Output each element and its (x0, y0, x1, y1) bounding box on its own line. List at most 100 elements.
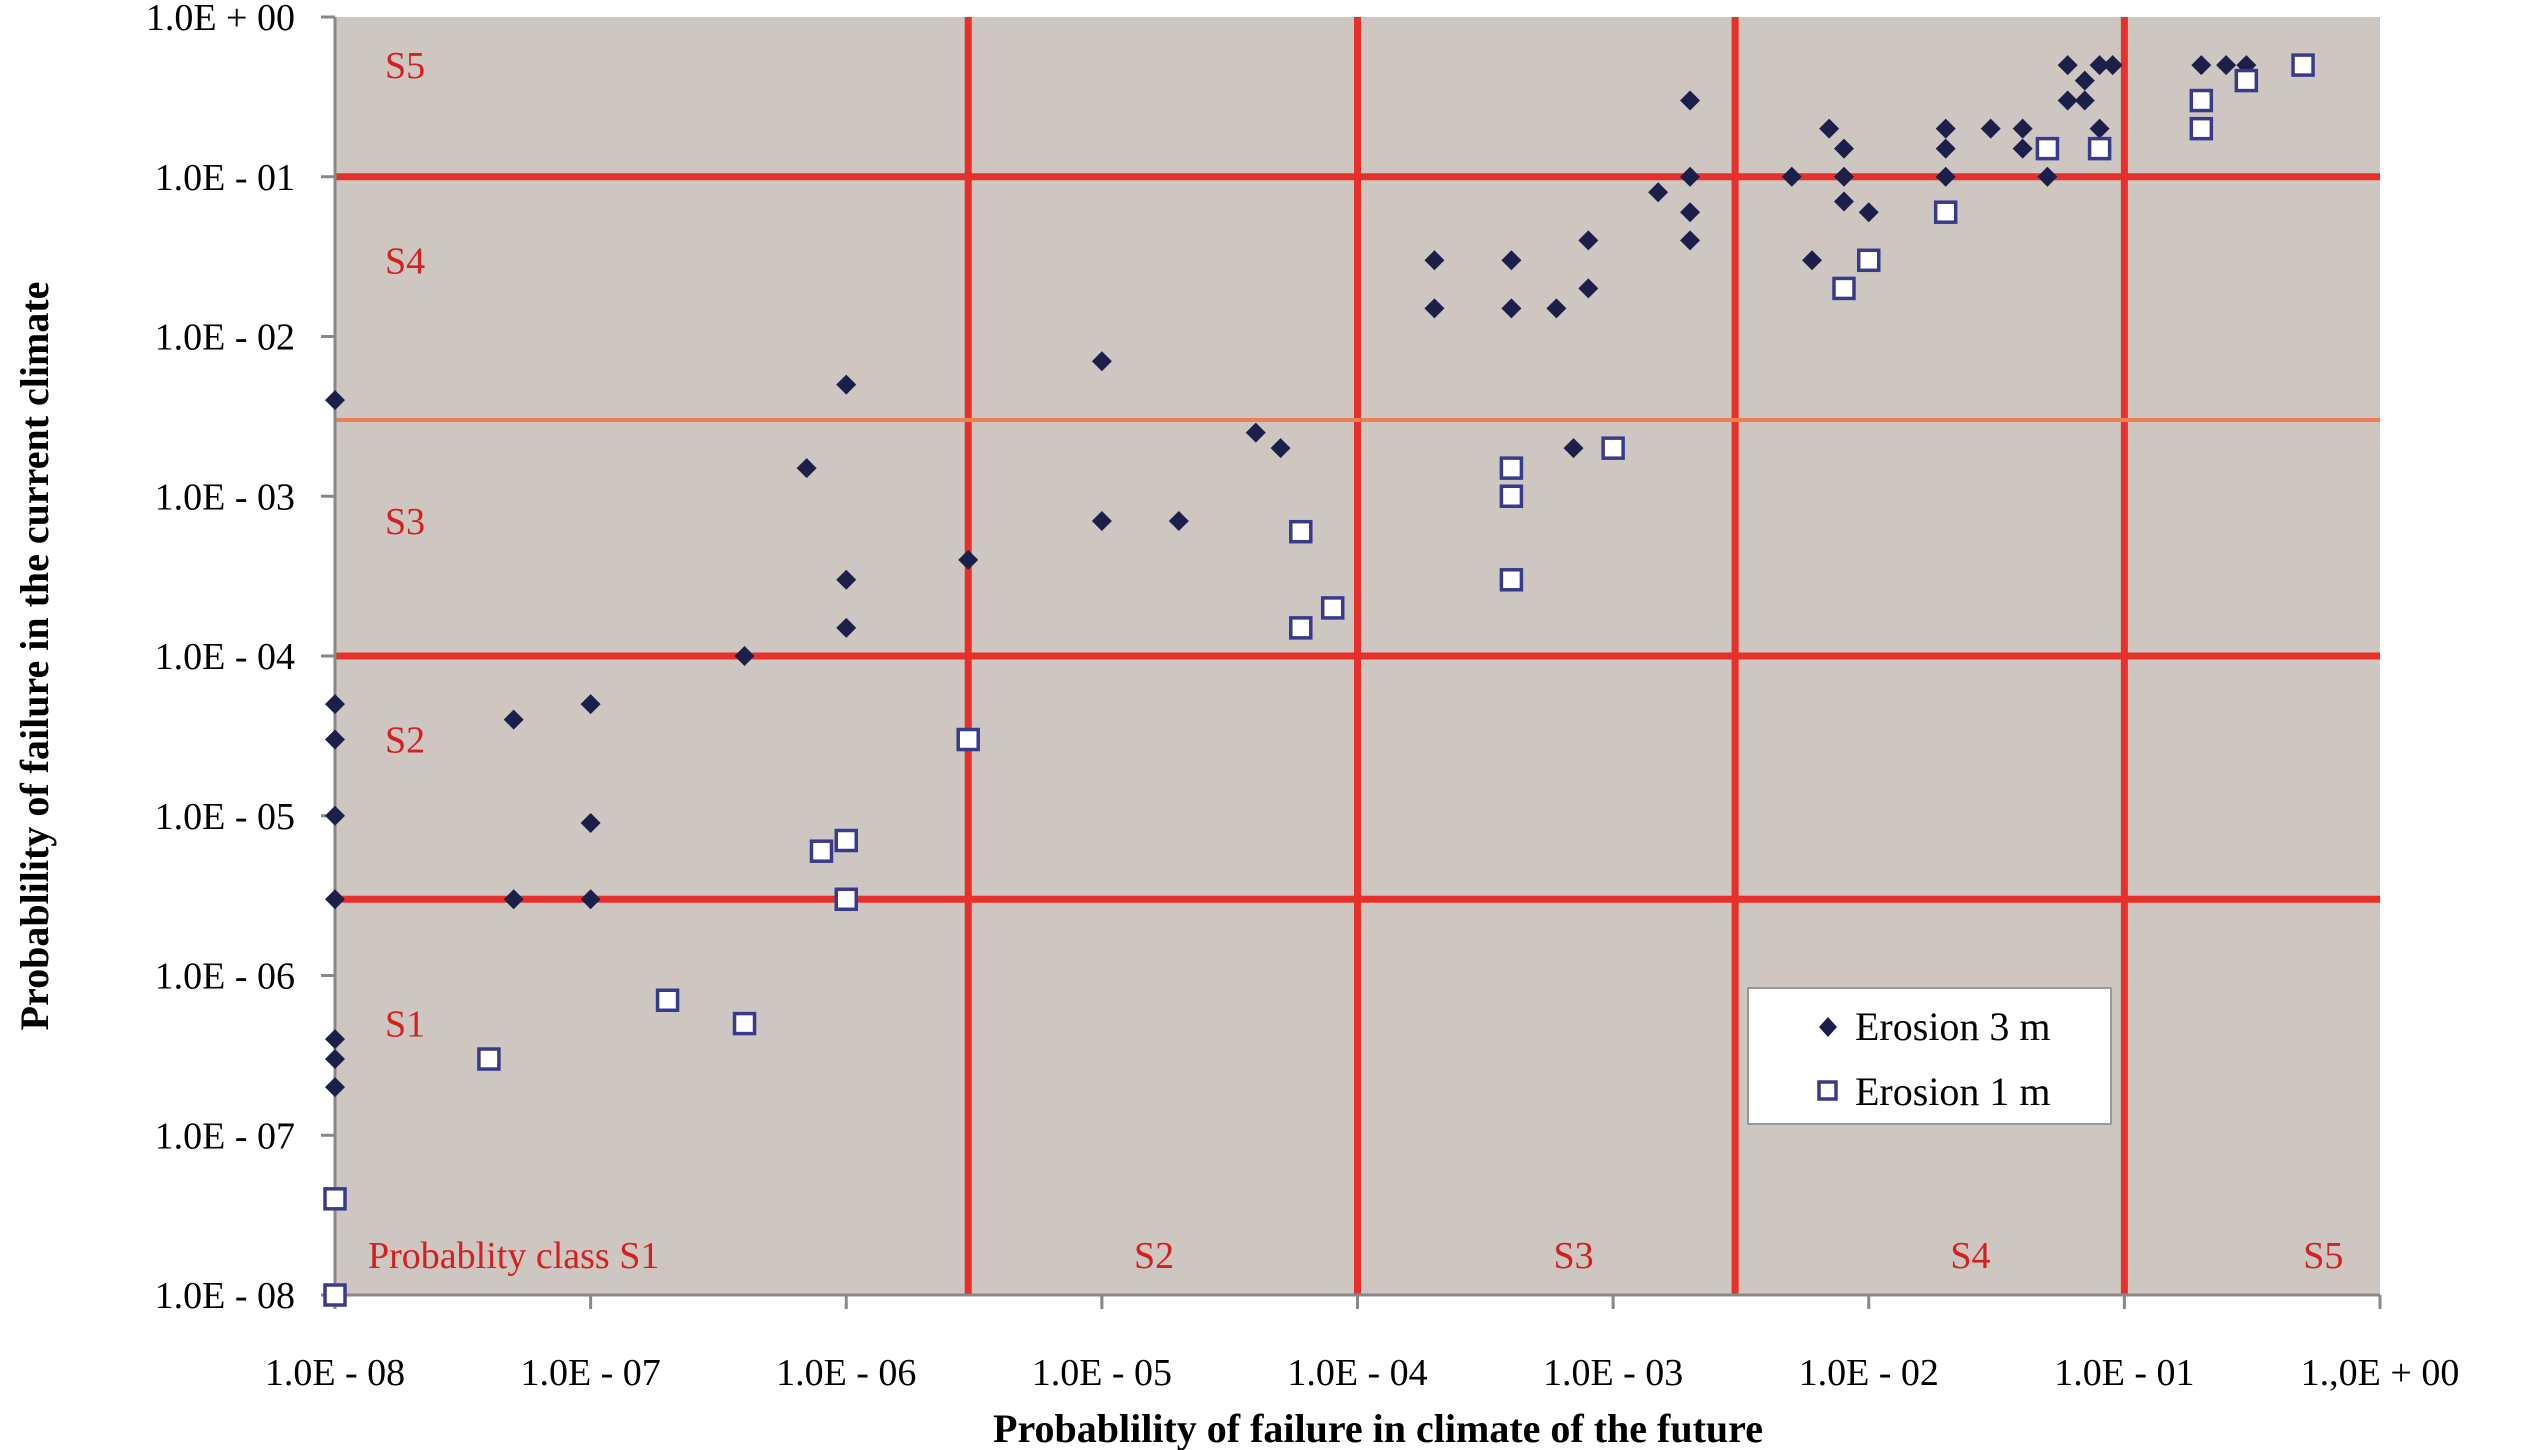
point-erosion-3m (1819, 118, 1840, 139)
point-erosion-3m (1935, 166, 1956, 187)
point-erosion-3m (1858, 202, 1879, 223)
point-erosion-3m (734, 646, 755, 666)
y-tick-label: 1.0E - 04 (155, 636, 295, 678)
point-erosion-3m (2089, 118, 2110, 139)
point-erosion-3m (325, 889, 345, 910)
series-erosion-3m (325, 55, 2257, 1098)
point-erosion-3m (1680, 230, 1701, 251)
point-erosion-3m (325, 390, 345, 411)
x-axis-title: Probablility of failure in climate of th… (993, 1406, 1763, 1450)
y-tick-label: 1.0E - 05 (155, 796, 295, 838)
point-erosion-1m (2189, 116, 2214, 141)
point-erosion-3m (325, 805, 345, 826)
x-tick-label: 1.0E - 05 (1032, 1352, 1172, 1394)
x-tick-label: 1.,0E + 00 (2301, 1352, 2460, 1394)
y-class-label-3: S3 (385, 501, 425, 543)
point-erosion-3m (580, 889, 601, 910)
point-erosion-3m (836, 374, 857, 395)
point-erosion-3m (1578, 278, 1599, 299)
point-erosion-1m (1857, 248, 1881, 273)
x-tick-label: 1.0E - 03 (1543, 1352, 1683, 1394)
class-boundary-lines (335, 17, 2380, 1295)
x-class-label-1: Probablity class S1 (368, 1235, 659, 1277)
y-tick-label: 1.0E - 07 (155, 1115, 295, 1157)
x-class-label-4: S4 (1950, 1235, 1990, 1277)
point-erosion-1m (956, 727, 980, 752)
point-erosion-3m (958, 549, 979, 570)
point-erosion-3m (2037, 166, 2058, 187)
class-labels: Probablity class S1 S2 S3 S4 S5 S5 S4 S3 S2 S1 (368, 45, 2343, 1277)
x-tick-label: 1.0E - 08 (265, 1352, 405, 1394)
legend-marker-erosion-1m (1817, 1080, 1838, 1101)
point-erosion-3m (1578, 230, 1599, 251)
point-erosion-3m (1091, 351, 1112, 372)
point-erosion-1m (809, 839, 834, 863)
tick-labels: 1.0E - 08 1.0E - 07 1.0E - 06 1.0E - 05 1.0E… (146, 0, 2459, 1394)
legend-label-erosion-3m: Erosion 3 m (1855, 1004, 2051, 1049)
y-class-label-4: S2 (385, 720, 425, 762)
point-erosion-3m (1648, 182, 1669, 203)
point-erosion-1m (1320, 596, 1345, 620)
point-erosion-1m (1289, 519, 1313, 544)
point-erosion-3m (1546, 298, 1567, 319)
point-erosion-1m (1499, 456, 1524, 480)
point-erosion-3m (1980, 118, 2001, 139)
point-erosion-1m (323, 1187, 347, 1211)
x-tick-label: 1.0E - 06 (776, 1352, 916, 1394)
y-tick-label: 1.0E - 08 (155, 1275, 295, 1317)
point-erosion-1m (1289, 616, 1313, 640)
point-erosion-3m (1245, 422, 1266, 443)
point-erosion-1m (732, 1011, 757, 1036)
x-class-label-2: S2 (1134, 1235, 1174, 1277)
y-tick-label: 1.0E - 06 (155, 956, 295, 998)
y-tick-label: 1.0E - 02 (155, 317, 295, 359)
point-erosion-3m (836, 569, 857, 590)
point-erosion-3m (1424, 298, 1445, 319)
point-erosion-1m (2234, 68, 2259, 93)
x-class-label-5: S5 (2303, 1235, 2343, 1277)
point-erosion-1m (1499, 484, 1524, 508)
point-erosion-3m (2012, 118, 2033, 139)
y-axis-title: Probablility of failure in the current c… (12, 282, 57, 1031)
point-erosion-3m (1501, 298, 1522, 319)
point-erosion-3m (580, 694, 601, 715)
point-erosion-1m (1601, 436, 1625, 460)
point-erosion-1m (834, 828, 858, 853)
y-tick-label: 1.0E + 00 (146, 0, 295, 39)
point-erosion-3m (2074, 90, 2095, 111)
y-tick-label: 1.0E - 01 (155, 157, 295, 199)
point-erosion-3m (2216, 55, 2237, 76)
point-erosion-1m (2087, 136, 2112, 161)
y-class-label-5: S1 (385, 1004, 425, 1046)
point-erosion-3m (1833, 166, 1854, 187)
point-erosion-1m (323, 1283, 347, 1307)
point-erosion-1m (477, 1047, 501, 1071)
x-tick-label: 1.0E - 07 (520, 1352, 660, 1394)
point-erosion-3m (2191, 55, 2212, 76)
point-erosion-3m (2102, 55, 2123, 76)
point-erosion-3m (325, 1049, 345, 1070)
y-tick-label: 1.0E - 03 (155, 476, 295, 518)
point-erosion-1m (2291, 53, 2315, 77)
point-erosion-3m (1680, 166, 1701, 187)
point-erosion-3m (1802, 250, 1823, 271)
point-erosion-3m (1563, 438, 1584, 459)
point-erosion-3m (2089, 55, 2110, 76)
point-erosion-1m (655, 988, 680, 1012)
legend-label-erosion-1m: Erosion 1 m (1855, 1069, 2051, 1114)
point-erosion-1m (1832, 276, 1856, 301)
point-erosion-3m (1935, 138, 1956, 159)
legend-box (1747, 987, 2112, 1125)
x-tick-label: 1.0E - 02 (1799, 1352, 1939, 1394)
point-erosion-3m (1833, 138, 1854, 159)
point-erosion-3m (1680, 202, 1701, 223)
point-erosion-3m (503, 709, 524, 730)
point-erosion-3m (2057, 90, 2078, 111)
point-erosion-3m (1935, 118, 1956, 139)
point-erosion-3m (325, 694, 345, 715)
point-erosion-3m (1270, 438, 1291, 459)
point-erosion-1m (1499, 568, 1524, 592)
y-class-label-1: S5 (385, 45, 425, 87)
point-erosion-1m (2189, 88, 2214, 113)
